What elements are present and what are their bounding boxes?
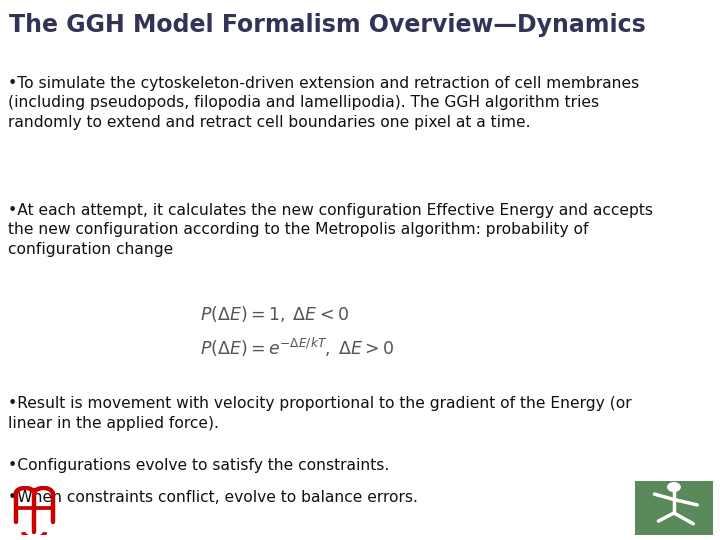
Text: •Result is movement with velocity proportional to the gradient of the Energy (or: •Result is movement with velocity propor… (8, 396, 631, 431)
Text: The GGH Model Formalism Overview—Dynamics: The GGH Model Formalism Overview—Dynamic… (9, 13, 645, 37)
Text: •To simulate the cytoskeleton-driven extension and retraction of cell membranes
: •To simulate the cytoskeleton-driven ext… (8, 76, 639, 130)
Text: •At each attempt, it calculates the new configuration Effective Energy and accep: •At each attempt, it calculates the new … (8, 202, 653, 257)
Text: •When constraints conflict, evolve to balance errors.: •When constraints conflict, evolve to ba… (8, 490, 418, 505)
Text: $P(\Delta E)  =  e^{-\Delta E/kT}, \; \Delta E > 0$: $P(\Delta E) = e^{-\Delta E/kT}, \; \Del… (200, 336, 395, 359)
Circle shape (667, 483, 680, 491)
Text: $P(\Delta E)  =  1, \; \Delta E < 0$: $P(\Delta E) = 1, \; \Delta E < 0$ (200, 304, 349, 324)
Text: •Configurations evolve to satisfy the constraints.: •Configurations evolve to satisfy the co… (8, 458, 390, 473)
